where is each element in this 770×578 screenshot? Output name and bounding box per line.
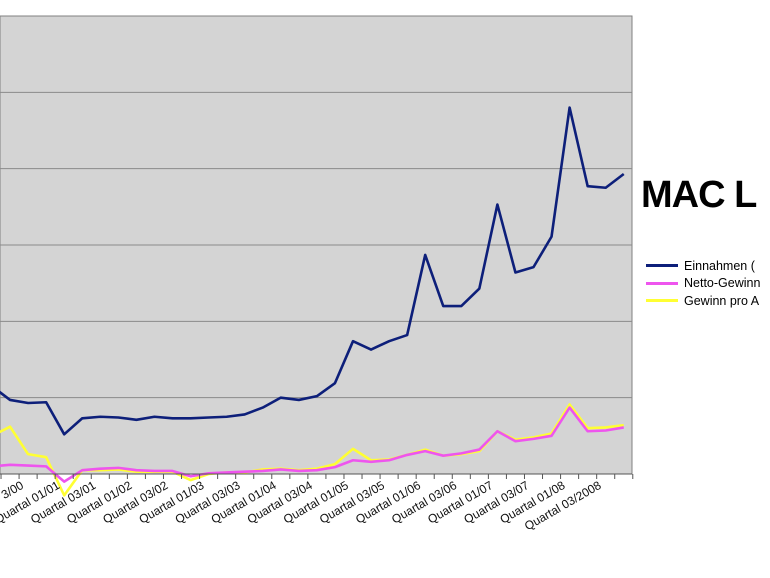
legend-swatch-netto-gewinn <box>646 281 678 285</box>
legend-swatch-einnahmen <box>646 264 678 268</box>
legend: Einnahmen ( Netto-Gewinn Gewinn pro A <box>646 257 760 310</box>
legend-item-netto-gewinn: Netto-Gewinn <box>646 275 760 293</box>
mac-life-logo: MAC L <box>641 174 757 216</box>
series-line-einnahmen <box>0 106 625 436</box>
gridlines <box>0 91 632 399</box>
legend-swatch-gewinn-pro-aktie <box>646 299 678 303</box>
legend-item-gewinn-pro-aktie: Gewinn pro A <box>646 292 760 310</box>
series-line-netto-gewinn <box>0 406 624 483</box>
legend-label-einnahmen: Einnahmen ( <box>684 258 755 273</box>
series-lines <box>0 106 625 497</box>
legend-label-netto-gewinn: Netto-Gewinn <box>684 276 761 291</box>
legend-item-einnahmen: Einnahmen ( <box>646 257 760 275</box>
legend-label-gewinn-pro-aktie: Gewinn pro A <box>684 293 760 308</box>
